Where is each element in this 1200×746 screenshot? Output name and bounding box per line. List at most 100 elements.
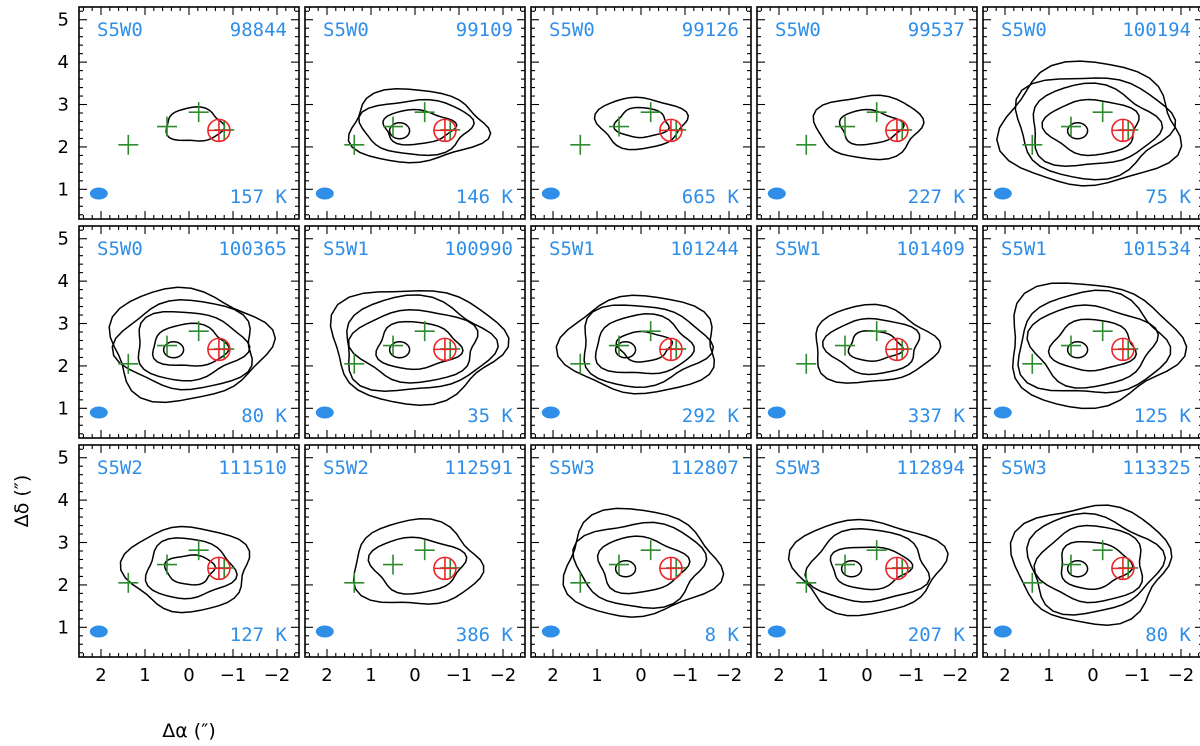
x-tick-label: 2 — [321, 665, 332, 686]
green-cross-marker — [414, 540, 435, 561]
panel-99126: S5W0 99126 665 K — [530, 6, 752, 220]
beam-ellipse — [315, 625, 334, 638]
panel-peak-label: 146 K — [456, 186, 514, 208]
contour-level-2 — [804, 528, 931, 603]
green-cross-marker — [866, 102, 887, 123]
red-target-marker — [885, 118, 909, 143]
panel-peak-label: 8 K — [705, 624, 740, 646]
contour-level-3 — [829, 546, 914, 591]
red-target-marker — [1111, 556, 1135, 581]
panel-frequency-label: 99109 — [456, 19, 513, 41]
contour-level-2 — [612, 106, 670, 139]
panel-frequency-label: 112591 — [444, 457, 513, 479]
green-cross-marker — [640, 321, 661, 342]
contour-level-1 — [1009, 504, 1173, 626]
contour-level-4 — [1047, 318, 1138, 372]
contour-level-1 — [119, 525, 251, 614]
contour-level-3 — [596, 535, 691, 595]
contour-level-3 — [1032, 82, 1164, 167]
beam-ellipse — [541, 625, 560, 638]
panel-window-label: S5W1 — [323, 238, 369, 260]
panel-frequency-label: 100365 — [218, 238, 287, 260]
green-cross-marker — [157, 554, 177, 575]
contour-level-2 — [358, 98, 475, 157]
panel-window-label: S5W0 — [775, 19, 821, 41]
x-tick-label: 1 — [365, 665, 376, 686]
panel-112591: 2 1 0 −1 −2 S5W2 112591 386 K — [304, 444, 526, 686]
contour-level-1 — [815, 303, 942, 384]
red-target-marker — [433, 337, 457, 362]
green-cross-marker — [609, 554, 629, 575]
x-tick-label: 2 — [773, 665, 784, 686]
x-tick-label: 2 — [95, 665, 106, 686]
x-tick-label: 1 — [139, 665, 150, 686]
green-cross-marker — [344, 134, 365, 155]
contour-hole — [388, 341, 411, 359]
green-cross-marker — [1061, 554, 1081, 575]
beam-ellipse — [541, 406, 560, 419]
y-tick-label: 5 — [58, 229, 69, 250]
red-target-marker — [433, 118, 457, 143]
green-cross-marker — [157, 335, 177, 356]
beam-ellipse — [993, 406, 1012, 419]
green-cross-marker — [118, 572, 139, 593]
red-target-marker — [885, 556, 909, 581]
contour-level-3 — [137, 310, 251, 382]
contour-level-2 — [367, 536, 468, 595]
panel-100990: S5W1 100990 35 K — [304, 225, 526, 439]
y-tick-label: 3 — [58, 314, 69, 335]
green-cross-marker — [835, 335, 855, 356]
contour-level-1 — [329, 290, 510, 407]
panel-frequency-label: 113325 — [1122, 457, 1191, 479]
contour-level-2 — [1026, 512, 1167, 616]
contour-level-2 — [822, 317, 921, 376]
y-tick-label: 4 — [58, 52, 69, 73]
contour-level-3 — [163, 554, 217, 586]
red-target-marker — [885, 337, 909, 362]
panel-frequency-label: 99537 — [908, 19, 965, 41]
green-cross-marker — [570, 572, 591, 593]
green-cross-marker — [1092, 321, 1113, 342]
contour-level-3 — [594, 313, 695, 375]
panel-101409: S5W1 101409 337 K — [756, 225, 978, 439]
x-tick-label: −2 — [490, 665, 517, 686]
y-tick-label: 1 — [58, 398, 69, 419]
green-cross-marker — [188, 540, 209, 561]
contour-level-1 — [812, 94, 925, 161]
x-tick-label: 1 — [817, 665, 828, 686]
contour-level-3 — [382, 108, 458, 146]
contour-level-1 — [996, 60, 1183, 187]
contour-level-2 — [1014, 77, 1177, 181]
panel-peak-label: 337 K — [908, 405, 966, 427]
green-cross-marker — [1022, 353, 1043, 374]
y-tick-label: 1 — [58, 179, 69, 200]
panel-window-label: S5W0 — [97, 238, 143, 260]
panel-peak-label: 127 K — [230, 624, 288, 646]
green-cross-marker — [1061, 116, 1081, 137]
contour-level-1 — [555, 294, 716, 395]
green-cross-marker — [835, 116, 855, 137]
panel-112894: 2 1 0 −1 −2 S5W3 112894 207 K — [756, 444, 978, 686]
green-cross-marker — [1092, 102, 1113, 123]
green-cross-marker — [796, 134, 817, 155]
panel-peak-label: 35 K — [467, 405, 513, 427]
panel-window-label: S5W1 — [549, 238, 595, 260]
red-target-marker — [1111, 337, 1135, 362]
panel-frequency-label: 98844 — [230, 19, 287, 41]
x-axis-title: Δα (″) — [162, 720, 215, 742]
contour-hole — [1066, 341, 1089, 359]
beam-ellipse — [993, 187, 1012, 200]
y-tick-label: 5 — [58, 448, 69, 469]
contour-level-4 — [151, 322, 230, 367]
contour-hole — [388, 122, 411, 140]
panel-window-label: S5W0 — [97, 19, 143, 41]
x-tick-label: −1 — [1124, 665, 1151, 686]
green-cross-marker — [1061, 335, 1081, 356]
beam-ellipse — [89, 187, 108, 200]
green-cross-marker — [1022, 572, 1043, 593]
panel-frequency-label: 101534 — [1122, 238, 1191, 260]
panel-window-label: S5W2 — [97, 457, 143, 479]
contour-level-4 — [1041, 98, 1140, 157]
contour-level-1 — [593, 96, 690, 151]
contour-level-1 — [787, 518, 949, 617]
